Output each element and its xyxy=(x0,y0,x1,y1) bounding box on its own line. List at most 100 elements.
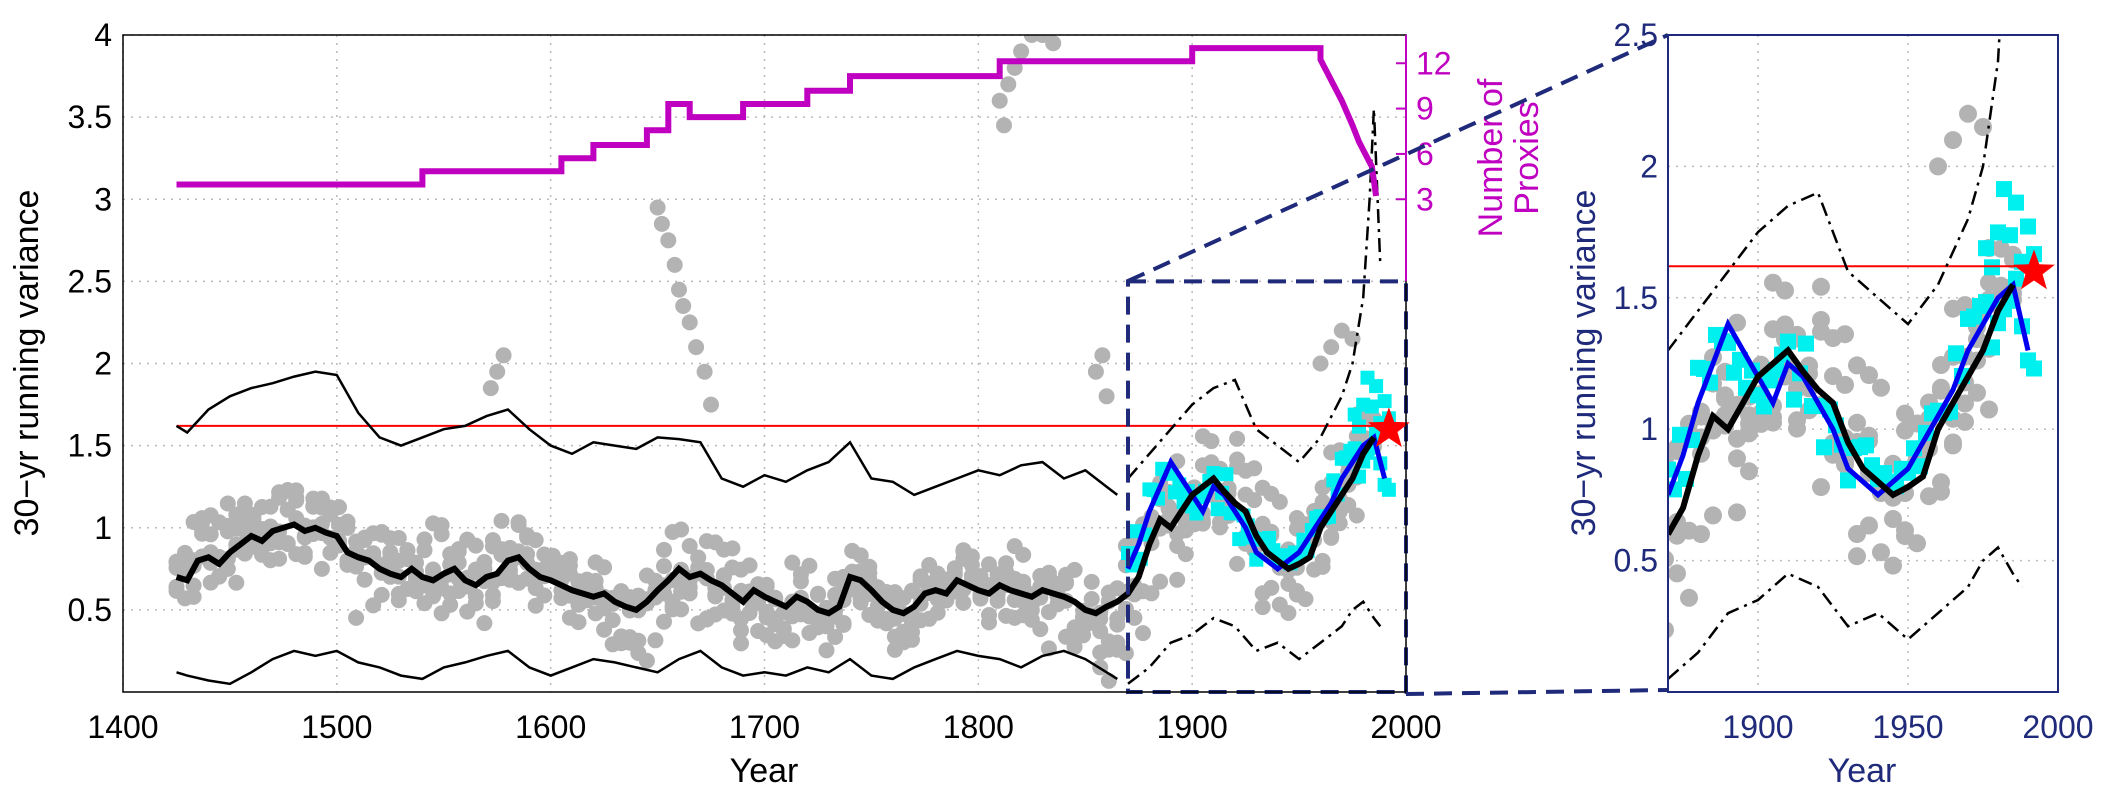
scatter-point xyxy=(671,281,687,298)
inset-scatter-point xyxy=(1860,366,1878,385)
scatter-point xyxy=(1066,638,1083,655)
scatter-point xyxy=(1323,339,1340,356)
scatter-point xyxy=(1254,599,1271,616)
scatter-point xyxy=(236,495,253,512)
scatter-point xyxy=(660,232,677,249)
scatter-point xyxy=(495,347,512,364)
inset-x-tick-label: 1900 xyxy=(1722,709,1793,745)
scatter-point xyxy=(1015,546,1032,563)
scatter-point xyxy=(288,492,305,509)
scatter-point xyxy=(484,593,501,610)
inset-scatter-point xyxy=(1932,381,1950,400)
inset-scatter-point xyxy=(1728,449,1746,468)
scatter-point xyxy=(228,574,245,591)
cyan-square xyxy=(1364,399,1379,414)
scatter-point xyxy=(373,524,390,540)
scatter-point xyxy=(1083,573,1100,590)
inset-cyan-square xyxy=(1756,398,1772,415)
scatter-point xyxy=(929,604,946,621)
scatter-point xyxy=(1152,573,1169,590)
y-tick-label: 2.5 xyxy=(68,263,112,299)
scatter-point xyxy=(185,588,202,605)
inset-scatter-point xyxy=(1680,588,1698,607)
inset-scatter-point xyxy=(1872,378,1890,397)
scatter-point xyxy=(1000,76,1017,93)
scatter-point xyxy=(194,525,211,542)
scatter-point xyxy=(1348,507,1365,524)
x-tick-label: 1800 xyxy=(943,709,1014,745)
cyan-square xyxy=(1381,482,1396,497)
scatter-point xyxy=(596,621,613,638)
inset-scatter-point xyxy=(1848,525,1866,543)
scatter-point xyxy=(1032,621,1049,638)
right-axis-label: Number of Proxies xyxy=(1472,78,1546,237)
inset-scatter-point xyxy=(1848,356,1866,375)
inset-cyan-square xyxy=(1978,294,1994,311)
inset-cyan-square xyxy=(1668,461,1676,478)
inset-scatter-point xyxy=(1824,329,1842,348)
inset-scatter-point xyxy=(1929,157,1947,176)
scatter-point xyxy=(1280,575,1297,592)
scatter-point xyxy=(724,540,741,557)
scatter-point xyxy=(1135,583,1151,600)
scatter-point xyxy=(228,506,245,523)
inset-cyan-square xyxy=(1780,333,1796,350)
x-tick-label: 1600 xyxy=(515,709,586,745)
scatter-point xyxy=(1229,555,1246,572)
y-tick-label: 1.5 xyxy=(68,428,112,464)
cyan-square xyxy=(1377,394,1392,409)
inset-scatter-point xyxy=(1848,413,1866,432)
y-tick-label: 2 xyxy=(94,346,112,382)
main-chart: 1400 1500 1600 1700 1800 1900 2000 0.5 1 1.5 2 2.5… xyxy=(8,17,1546,790)
scatter-point xyxy=(168,578,185,595)
inset-scatter-point xyxy=(1680,521,1698,540)
right-tick-label: 3 xyxy=(1416,181,1434,217)
main-x-axis-label: Year xyxy=(730,752,799,790)
inset-cyan-square xyxy=(1996,181,2012,198)
inset-x-tick-label: 1950 xyxy=(1872,709,1943,745)
inset-cyan-square xyxy=(1948,345,1964,362)
inset-cyan-square xyxy=(1858,437,1874,454)
inset-scatter-point xyxy=(1872,543,1890,562)
scatter-point xyxy=(784,632,801,649)
inset-cyan-square xyxy=(1840,472,1856,489)
scatter-point xyxy=(1126,609,1143,626)
scatter-point xyxy=(442,596,459,613)
y-tick-label: 1 xyxy=(94,510,112,546)
svg-text:Number of: Number of xyxy=(1472,78,1510,237)
scatter-point xyxy=(1203,433,1220,450)
scatter-point xyxy=(784,554,801,571)
upper-bound-line xyxy=(175,370,1119,497)
inset-scatter-point xyxy=(1974,118,1992,136)
scatter-point xyxy=(792,566,809,583)
scatter-point xyxy=(675,298,692,314)
scatter-point xyxy=(467,588,484,605)
scatter-point xyxy=(442,585,459,602)
inset-scatter-point xyxy=(1776,315,1794,334)
scatter-point xyxy=(758,609,775,626)
inset-x-tick-labels: 1900 1950 2000 xyxy=(1722,709,2093,745)
inset-scatter-point xyxy=(1668,550,1674,568)
scatter-point xyxy=(656,558,672,575)
inset-scatter-point xyxy=(1956,412,1974,431)
inset-scatter-point xyxy=(1884,556,1902,575)
svg-text:Proxies: Proxies xyxy=(1508,101,1546,214)
x-tick-label: 1700 xyxy=(729,709,800,745)
inset-cyan-square xyxy=(2008,194,2024,211)
scatter-point xyxy=(482,380,499,397)
inset-x-axis-label: Year xyxy=(1828,752,1897,790)
inset-cyan-square xyxy=(2026,360,2042,377)
scatter-point xyxy=(348,609,365,626)
scatter-point xyxy=(1109,616,1126,633)
scatter-point xyxy=(1246,492,1263,509)
scatter-point xyxy=(1092,623,1109,640)
inset-x-tick-label: 2000 xyxy=(2022,709,2093,745)
main-y-tick-labels: 0.5 1 1.5 2 2.5 3 3.5 4 xyxy=(68,17,112,628)
scatter-point xyxy=(1169,538,1186,554)
scatter-point xyxy=(194,510,211,527)
scatter-point xyxy=(996,117,1012,134)
inset-y-tick-labels: 0.5 1 1.5 2 2.5 xyxy=(1614,17,1658,579)
scatter-point xyxy=(476,554,493,570)
inset-chart: 1900 1950 2000 0.5 1 1.5 2 2.5 Year 30−yr runn… xyxy=(1565,17,2094,790)
scatter-point xyxy=(1058,573,1074,590)
